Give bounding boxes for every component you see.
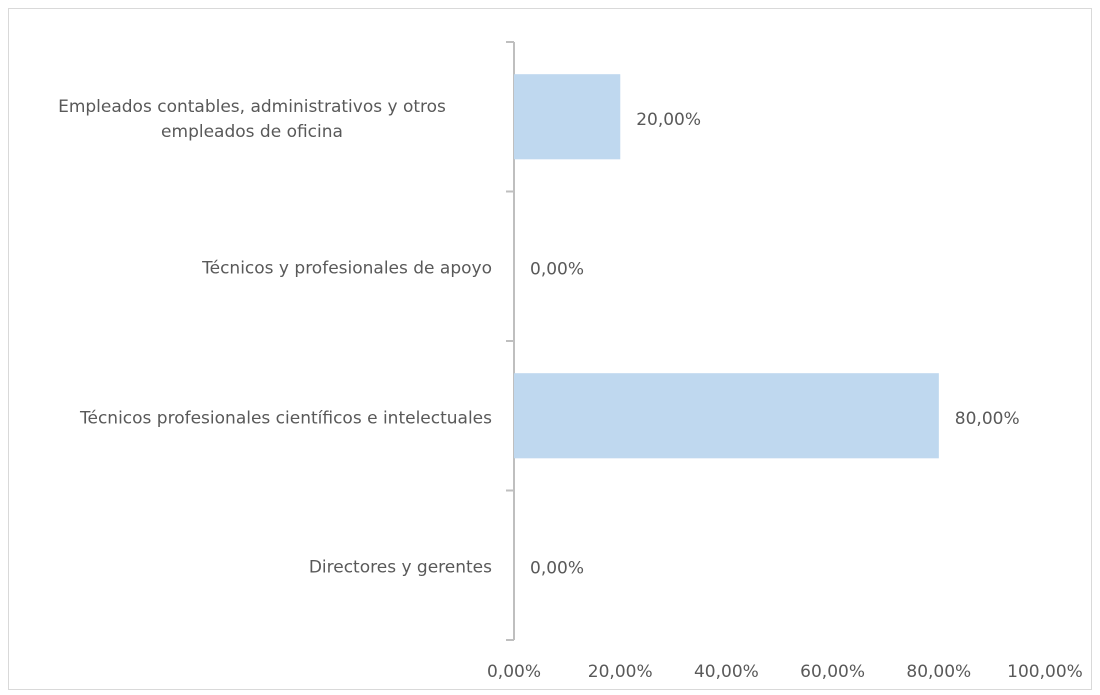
data-label: 0,00% [530,259,584,279]
data-label: 20,00% [636,110,701,130]
data-label: 80,00% [955,409,1020,429]
y-tick-label: Técnicos profesionales científicos e int… [80,408,492,429]
y-tick-label: Directores y gerentes [308,557,492,578]
x-tick-label: 80,00% [906,662,971,682]
x-tick-label: 20,00% [588,662,653,682]
chart-frame [8,8,1092,690]
x-tick-label: 60,00% [800,662,865,682]
bar-texture [514,74,621,160]
y-tick-label: Empleados contables, administrativos y o… [58,96,446,142]
y-tick-label: Técnicos y profesionales de apoyo [202,258,492,279]
x-tick-label: 40,00% [694,662,759,682]
data-label: 0,00% [530,558,584,578]
x-tick-label: 0,00% [487,662,541,682]
x-tick-label: 100,00% [1007,662,1083,682]
bar-texture [514,373,939,459]
